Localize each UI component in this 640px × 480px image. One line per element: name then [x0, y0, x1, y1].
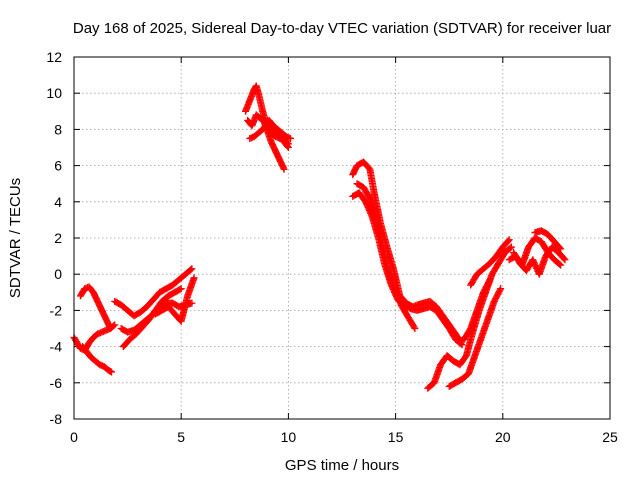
series-arc-15 [424, 243, 515, 392]
data-point [496, 286, 504, 294]
data-point [177, 285, 185, 293]
x-axis-label: GPS time / hours [285, 457, 399, 474]
series-arc-20 [531, 227, 565, 253]
data-point [556, 244, 564, 252]
data-point [411, 325, 419, 332]
x-axis-tick-labels: 0 5 10 15 20 25 [70, 429, 618, 445]
y-tick-label: 12 [46, 49, 62, 65]
series-arc-12 [349, 158, 494, 345]
y-tick-label: -6 [50, 375, 63, 391]
data-point [507, 243, 515, 251]
series-layer [70, 82, 569, 392]
data-point [505, 236, 513, 244]
x-tick-label: 25 [602, 429, 618, 445]
y-tick-label: -4 [50, 339, 63, 355]
x-tick-label: 5 [177, 429, 185, 445]
x-tick-label: 0 [70, 429, 78, 445]
series-arc-2 [79, 343, 116, 376]
y-tick-label: 4 [54, 194, 62, 210]
series-arc-17 [467, 236, 513, 289]
data-point [284, 142, 292, 150]
chart-title: Day 168 of 2025, Sidereal Day-to-day VTE… [73, 20, 611, 37]
data-point [504, 237, 512, 245]
data-point [557, 245, 565, 253]
grid-layer [74, 57, 610, 419]
data-point [284, 144, 292, 151]
series-arc-13 [349, 189, 466, 349]
y-tick-label: 6 [54, 158, 62, 174]
data-point [111, 321, 119, 329]
series-arc-14 [353, 180, 419, 332]
data-point [497, 285, 505, 293]
data-point [176, 285, 184, 293]
y-tick-label: -2 [50, 302, 63, 318]
y-axis-tick-labels: -8 -6 -4 -2 0 2 4 6 8 10 12 [46, 49, 62, 427]
axis-ticks [73, 56, 611, 420]
plot-frame [73, 56, 611, 420]
data-point [187, 266, 195, 274]
y-tick-label: -8 [50, 411, 63, 427]
data-point [561, 256, 569, 264]
data-point [506, 244, 514, 252]
data-point [108, 368, 116, 376]
data-point [188, 299, 196, 307]
series-arc-4 [111, 265, 196, 320]
series-arc-1 [70, 321, 119, 354]
series-arc-19 [510, 243, 569, 278]
series-arc-3 [76, 283, 114, 332]
y-tick-label: 10 [46, 85, 62, 101]
y-axis-label: SDTVAR / TECUs [7, 178, 24, 298]
x-tick-label: 10 [281, 429, 297, 445]
data-point [188, 265, 196, 273]
x-tick-label: 20 [495, 429, 511, 445]
data-point [190, 274, 198, 282]
y-tick-label: 0 [54, 266, 62, 282]
data-point [280, 165, 288, 173]
data-point [557, 261, 565, 269]
x-tick-label: 15 [388, 429, 404, 445]
data-point [106, 325, 114, 332]
data-point [457, 340, 465, 348]
y-tick-label: 8 [54, 121, 62, 137]
series-arc-16 [445, 285, 505, 390]
data-point [458, 341, 466, 349]
data-point [287, 134, 295, 142]
y-tick-label: 2 [54, 230, 62, 246]
series-arc-6 [119, 285, 185, 351]
data-point [560, 255, 568, 263]
series-arc-11 [259, 115, 288, 173]
series-arc-7 [151, 274, 198, 325]
data-point [556, 260, 564, 268]
data-point [410, 323, 418, 331]
